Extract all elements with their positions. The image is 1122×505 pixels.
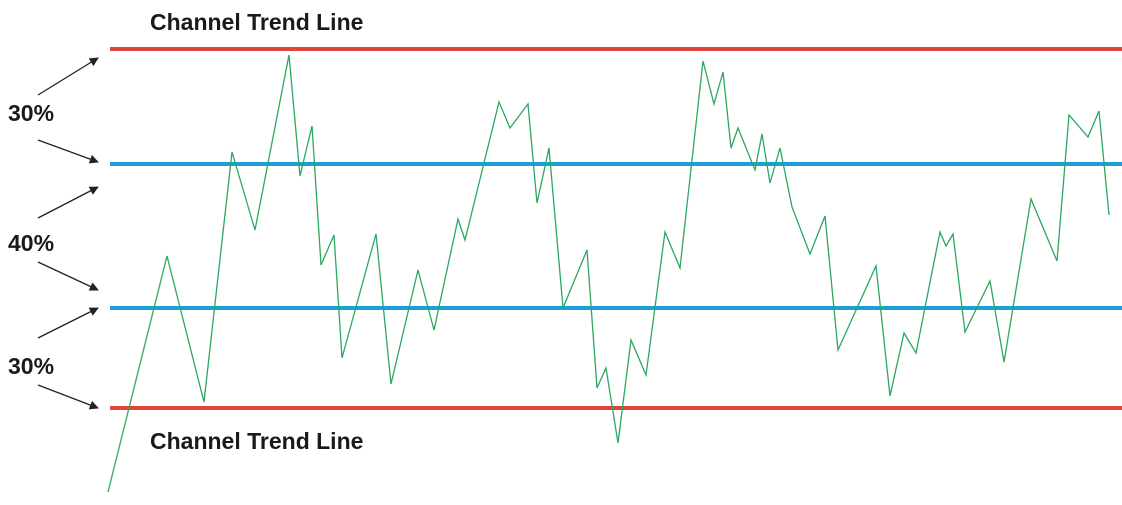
zone-label: 40% [8,230,54,256]
bottom-line-label: Channel Trend Line [150,428,363,454]
zone-label: 30% [8,353,54,379]
zone-arrows [37,57,99,410]
price-line [107,54,1110,493]
zone-label: 30% [8,100,54,126]
top-line-label: Channel Trend Line [150,9,363,35]
